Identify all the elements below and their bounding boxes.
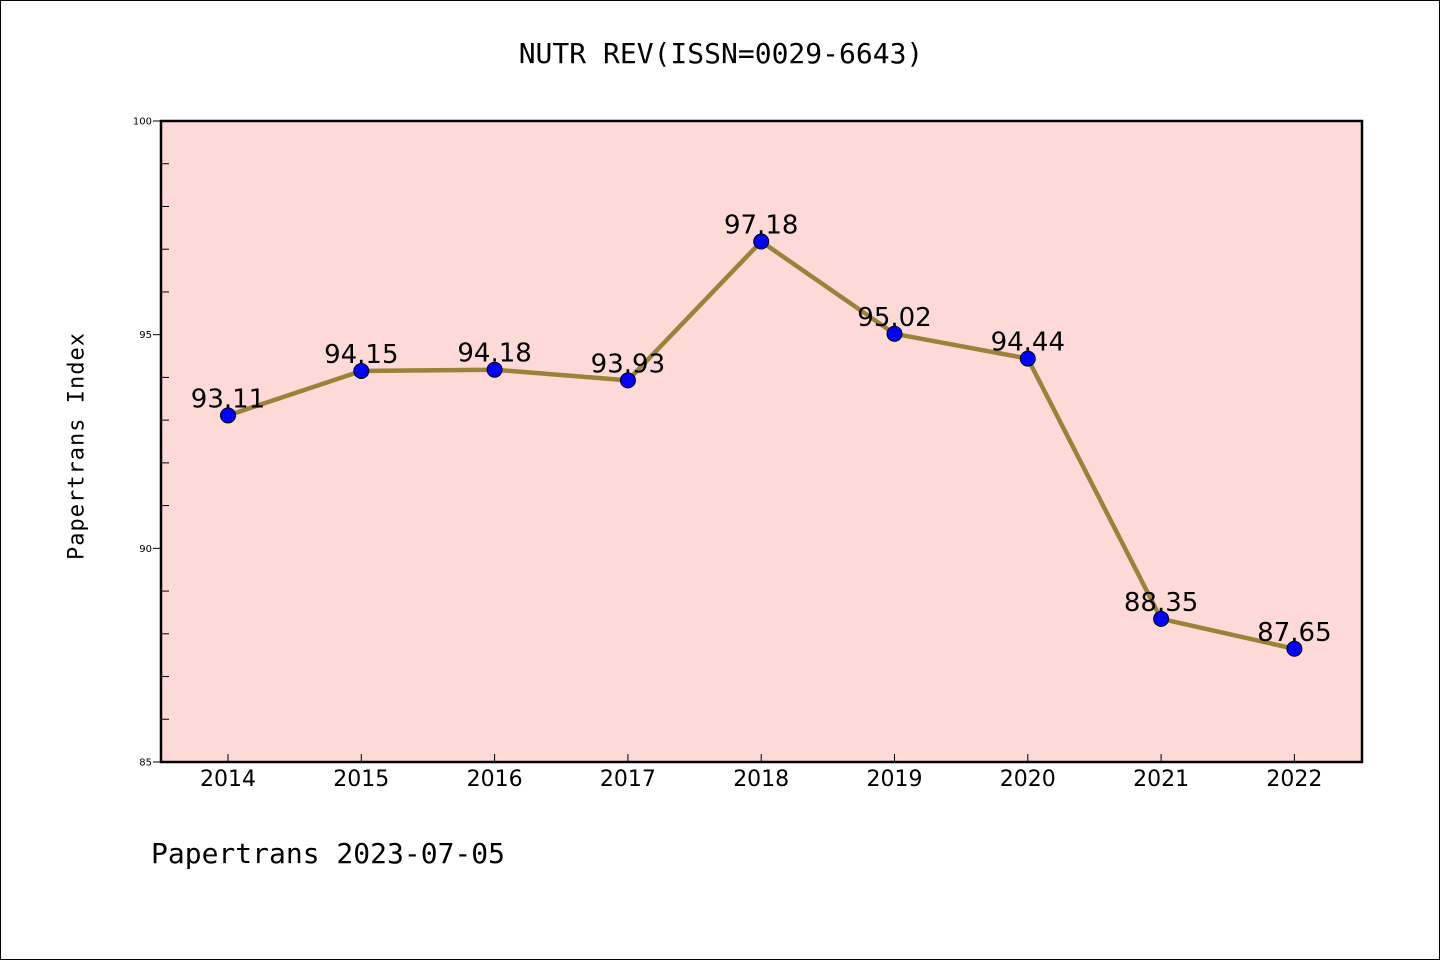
data-point [1153,610,1170,627]
data-label: 93.93 [591,349,665,379]
data-label: 94.18 [457,339,531,369]
data-point [220,407,236,424]
chart-title: NUTR REV(ISSN=0029-6643) [518,37,924,70]
x-tick-label: 2022 [1266,767,1322,792]
data-point [353,362,370,379]
x-tick-label: 2016 [467,767,523,792]
data-label: 94.44 [991,328,1065,358]
data-point [886,325,903,342]
x-tick-label: 2019 [867,767,923,792]
data-point [619,372,636,389]
data-label: 93.11 [191,384,265,414]
x-tick-label: 2018 [733,767,789,792]
data-point [1019,350,1036,367]
data-point [486,361,503,378]
y-tick-label: 90 [139,544,152,555]
data-label: 87.65 [1257,618,1331,648]
data-point [753,233,770,250]
y-tick-label: 95 [139,330,152,341]
x-tick-label: 2021 [1133,767,1189,792]
plot-area [159,119,1364,764]
data-label: 97.18 [724,211,798,241]
x-tick-label: 2017 [600,767,656,792]
data-label: 94.15 [324,340,398,370]
data-label: 88.35 [1124,588,1198,618]
x-tick-label: 2015 [333,767,389,792]
x-tick-label: 2014 [200,767,256,792]
data-point [1286,640,1303,657]
footer-text: Papertrans 2023-07-05 [151,837,506,870]
y-tick-label: 100 [133,117,152,128]
data-label: 95.02 [857,303,931,333]
x-tick-label: 2020 [1000,767,1056,792]
y-tick-label: 85 [139,758,152,769]
